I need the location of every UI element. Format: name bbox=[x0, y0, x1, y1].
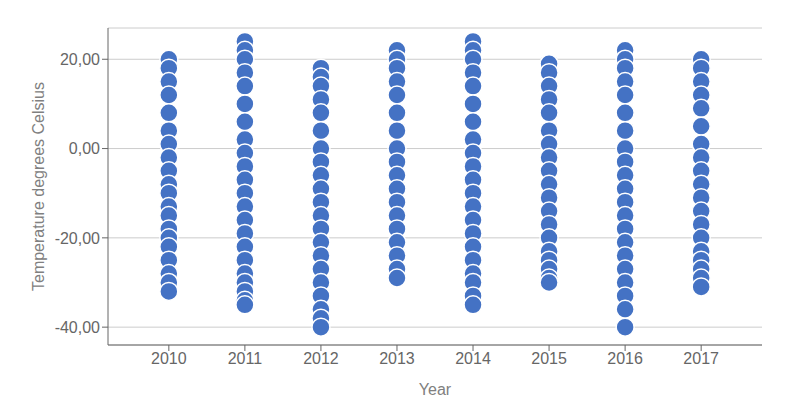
svg-text:0,00: 0,00 bbox=[69, 140, 100, 157]
svg-text:Temperature degrees Celsius: Temperature degrees Celsius bbox=[30, 82, 47, 291]
svg-text:2013: 2013 bbox=[379, 350, 415, 367]
svg-text:2010: 2010 bbox=[151, 350, 187, 367]
svg-text:2015: 2015 bbox=[531, 350, 567, 367]
svg-text:20,00: 20,00 bbox=[60, 51, 100, 68]
svg-text:-40,00: -40,00 bbox=[55, 319, 100, 336]
svg-text:2012: 2012 bbox=[303, 350, 339, 367]
svg-text:-20,00: -20,00 bbox=[55, 230, 100, 247]
svg-text:2011: 2011 bbox=[228, 350, 263, 367]
svg-text:2014: 2014 bbox=[455, 350, 491, 367]
svg-text:2017: 2017 bbox=[683, 350, 719, 367]
svg-text:2016: 2016 bbox=[607, 350, 643, 367]
svg-text:Year: Year bbox=[419, 381, 452, 398]
